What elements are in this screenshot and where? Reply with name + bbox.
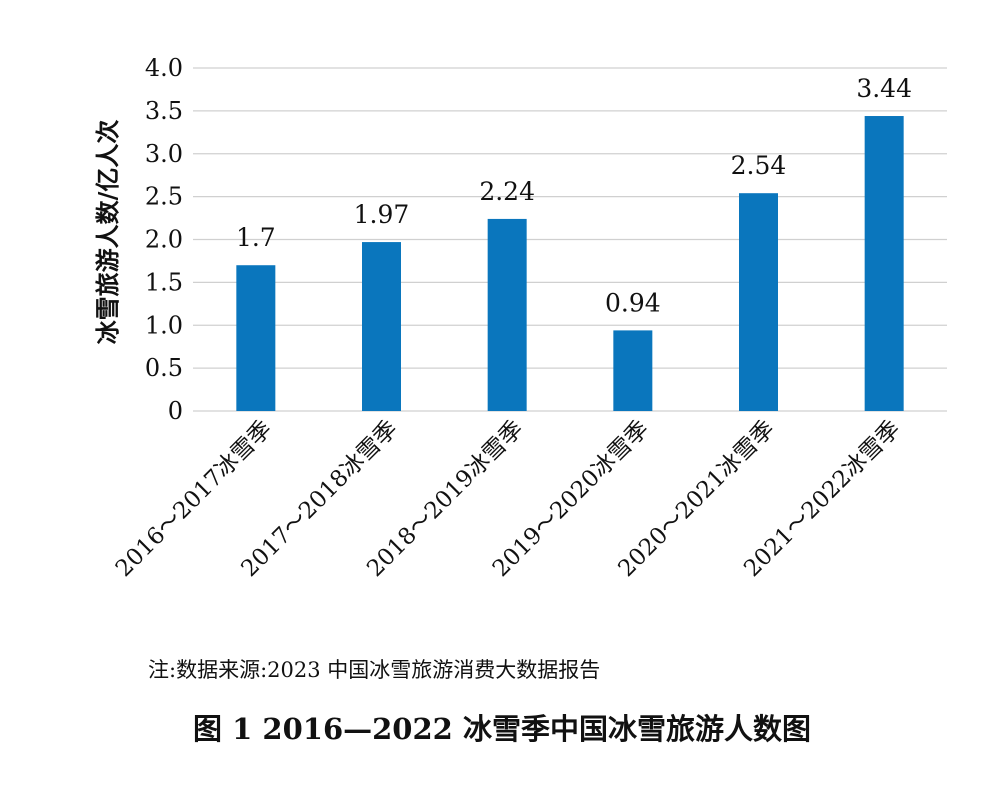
data-label: 3.44 xyxy=(856,74,912,103)
x-axis-categories: 2016～2017冰雪季2017～2018冰雪季2018～2019冰雪季2019… xyxy=(111,416,906,582)
data-label: 0.94 xyxy=(605,288,661,317)
source-note: 注:数据来源:2023 中国冰雪旅游消费大数据报告 xyxy=(148,658,601,682)
y-tick-label: 3.5 xyxy=(145,97,183,125)
figure-caption: 图 1 2016—2022 冰雪季中国冰雪旅游人数图 xyxy=(193,712,811,746)
data-label: 2.54 xyxy=(731,151,787,180)
bar xyxy=(236,265,276,411)
y-axis-title: 冰雪旅游人数/亿人次 xyxy=(93,120,122,345)
bar-chart: 0 0.5 1.0 1.5 2.0 2.5 3.0 3.5 4.0 1.7 1.97 2.24 0.9… xyxy=(93,54,947,582)
data-label: 1.7 xyxy=(236,223,276,252)
bar xyxy=(362,242,401,411)
y-tick-label: 1.5 xyxy=(145,268,183,296)
y-tick-label: 0 xyxy=(168,397,183,425)
y-tick-label: 4.0 xyxy=(145,54,183,82)
bars xyxy=(236,116,904,412)
y-tick-label: 2.5 xyxy=(145,183,183,211)
bar xyxy=(739,193,778,411)
bar xyxy=(613,330,653,411)
y-tick-label: 0.5 xyxy=(145,354,183,382)
data-label: 1.97 xyxy=(354,200,410,229)
y-tick-label: 2.0 xyxy=(145,226,183,254)
y-axis-ticks: 0 0.5 1.0 1.5 2.0 2.5 3.0 3.5 4.0 xyxy=(145,54,183,425)
bar xyxy=(864,116,904,412)
data-label: 2.24 xyxy=(479,177,535,206)
y-tick-label: 1.0 xyxy=(145,311,183,339)
bar xyxy=(487,218,527,411)
y-tick-label: 3.0 xyxy=(145,140,183,168)
gridlines xyxy=(193,67,947,412)
data-labels: 1.7 1.97 2.24 0.94 2.54 3.44 xyxy=(236,74,912,317)
